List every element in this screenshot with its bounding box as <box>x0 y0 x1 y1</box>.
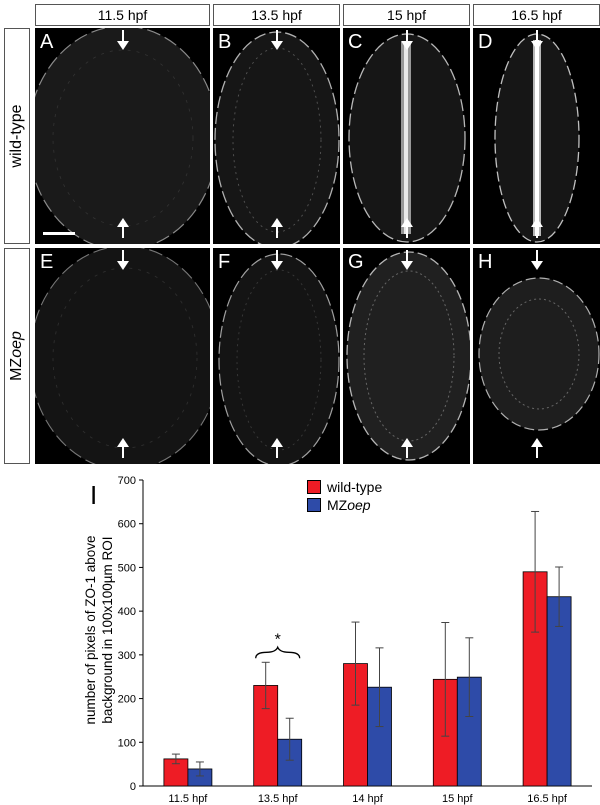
embryo-image <box>478 277 600 431</box>
y-tick-label: 400 <box>118 606 136 618</box>
x-tick-label: 13.5 hpf <box>258 793 299 805</box>
embryo-image <box>346 251 470 461</box>
panel-letter: D <box>478 31 493 53</box>
y-tick-label: 300 <box>118 650 136 662</box>
column-header-11-5: 11.5 hpf <box>35 4 210 26</box>
embryo-image <box>35 248 210 464</box>
legend-label-mzoep: MZoep <box>327 497 371 513</box>
panel-letter: A <box>40 31 54 53</box>
bar-mzoep <box>277 738 303 787</box>
embryo-image <box>35 28 210 244</box>
legend-wild-type: wild-type <box>307 479 382 495</box>
legend-label-wild-type: wild-type <box>327 479 383 495</box>
column-header-15: 15 hpf <box>343 4 470 26</box>
legend-swatch-wild-type <box>307 480 321 494</box>
arrow-down-icon <box>271 250 283 270</box>
y-tick-label: 600 <box>118 519 136 531</box>
legend-swatch-mzoep <box>307 498 321 512</box>
arrow-up-icon <box>117 438 129 458</box>
arrow-up-icon <box>401 218 413 238</box>
arrow-up-icon <box>401 438 413 458</box>
y-tick-label: 700 <box>118 475 136 487</box>
micrograph-panel-H: H <box>473 248 600 464</box>
column-header-13-5: 13.5 hpf <box>213 4 340 26</box>
arrow-down-icon <box>117 30 129 50</box>
embryo-image <box>494 33 580 243</box>
micrograph-panel-B: B <box>213 28 340 244</box>
bar-mzoep <box>546 596 572 787</box>
x-tick-label: 16.5 hpf <box>527 793 568 805</box>
significance-marker: * <box>275 631 281 648</box>
column-header-16-5: 16.5 hpf <box>473 4 600 26</box>
micrograph-panel-F: F <box>213 248 340 464</box>
y-tick-label: 0 <box>130 781 136 793</box>
panel-letter: B <box>218 31 232 53</box>
legend-mzoep: MZoep <box>307 497 371 513</box>
row-header-wild-type: wild-type <box>4 28 30 244</box>
panel-letter: C <box>348 31 363 53</box>
x-tick-label: 15 hpf <box>442 793 474 805</box>
micrograph-panel-C: C <box>343 28 470 244</box>
micrograph-panel-E: E <box>35 248 210 464</box>
scale-bar <box>43 232 75 235</box>
panel-letter: E <box>40 251 54 273</box>
embryo-image <box>218 253 340 464</box>
arrow-up-icon <box>531 438 543 458</box>
arrow-down-icon <box>117 250 129 270</box>
micrograph-panel-D: D <box>473 28 600 244</box>
bar-wild-type <box>163 758 189 787</box>
arrow-down-icon <box>401 30 413 50</box>
chart-panel-letter: I <box>90 480 98 510</box>
panel-letter: H <box>478 251 493 273</box>
micrograph-panel-G: G <box>343 248 470 464</box>
micrograph-panel-A: A <box>35 28 210 244</box>
panel-letter: F <box>218 251 231 273</box>
arrow-down-icon <box>531 250 543 270</box>
significance-brace <box>255 645 301 659</box>
y-tick-label: 200 <box>118 694 136 706</box>
arrow-down-icon <box>531 30 543 50</box>
y-tick-label: 500 <box>118 562 136 574</box>
arrow-down-icon <box>401 250 413 270</box>
panel-letter: G <box>348 251 364 273</box>
arrow-up-icon <box>271 218 283 238</box>
arrow-up-icon <box>271 438 283 458</box>
row-header-mzoep: MZoep <box>4 248 30 464</box>
x-tick-label: 11.5 hpf <box>168 793 208 805</box>
arrow-up-icon <box>531 218 543 238</box>
arrow-up-icon <box>117 218 129 238</box>
arrow-down-icon <box>271 30 283 50</box>
y-tick-label: 100 <box>118 737 136 749</box>
x-tick-label: 14 hpf <box>352 793 384 805</box>
